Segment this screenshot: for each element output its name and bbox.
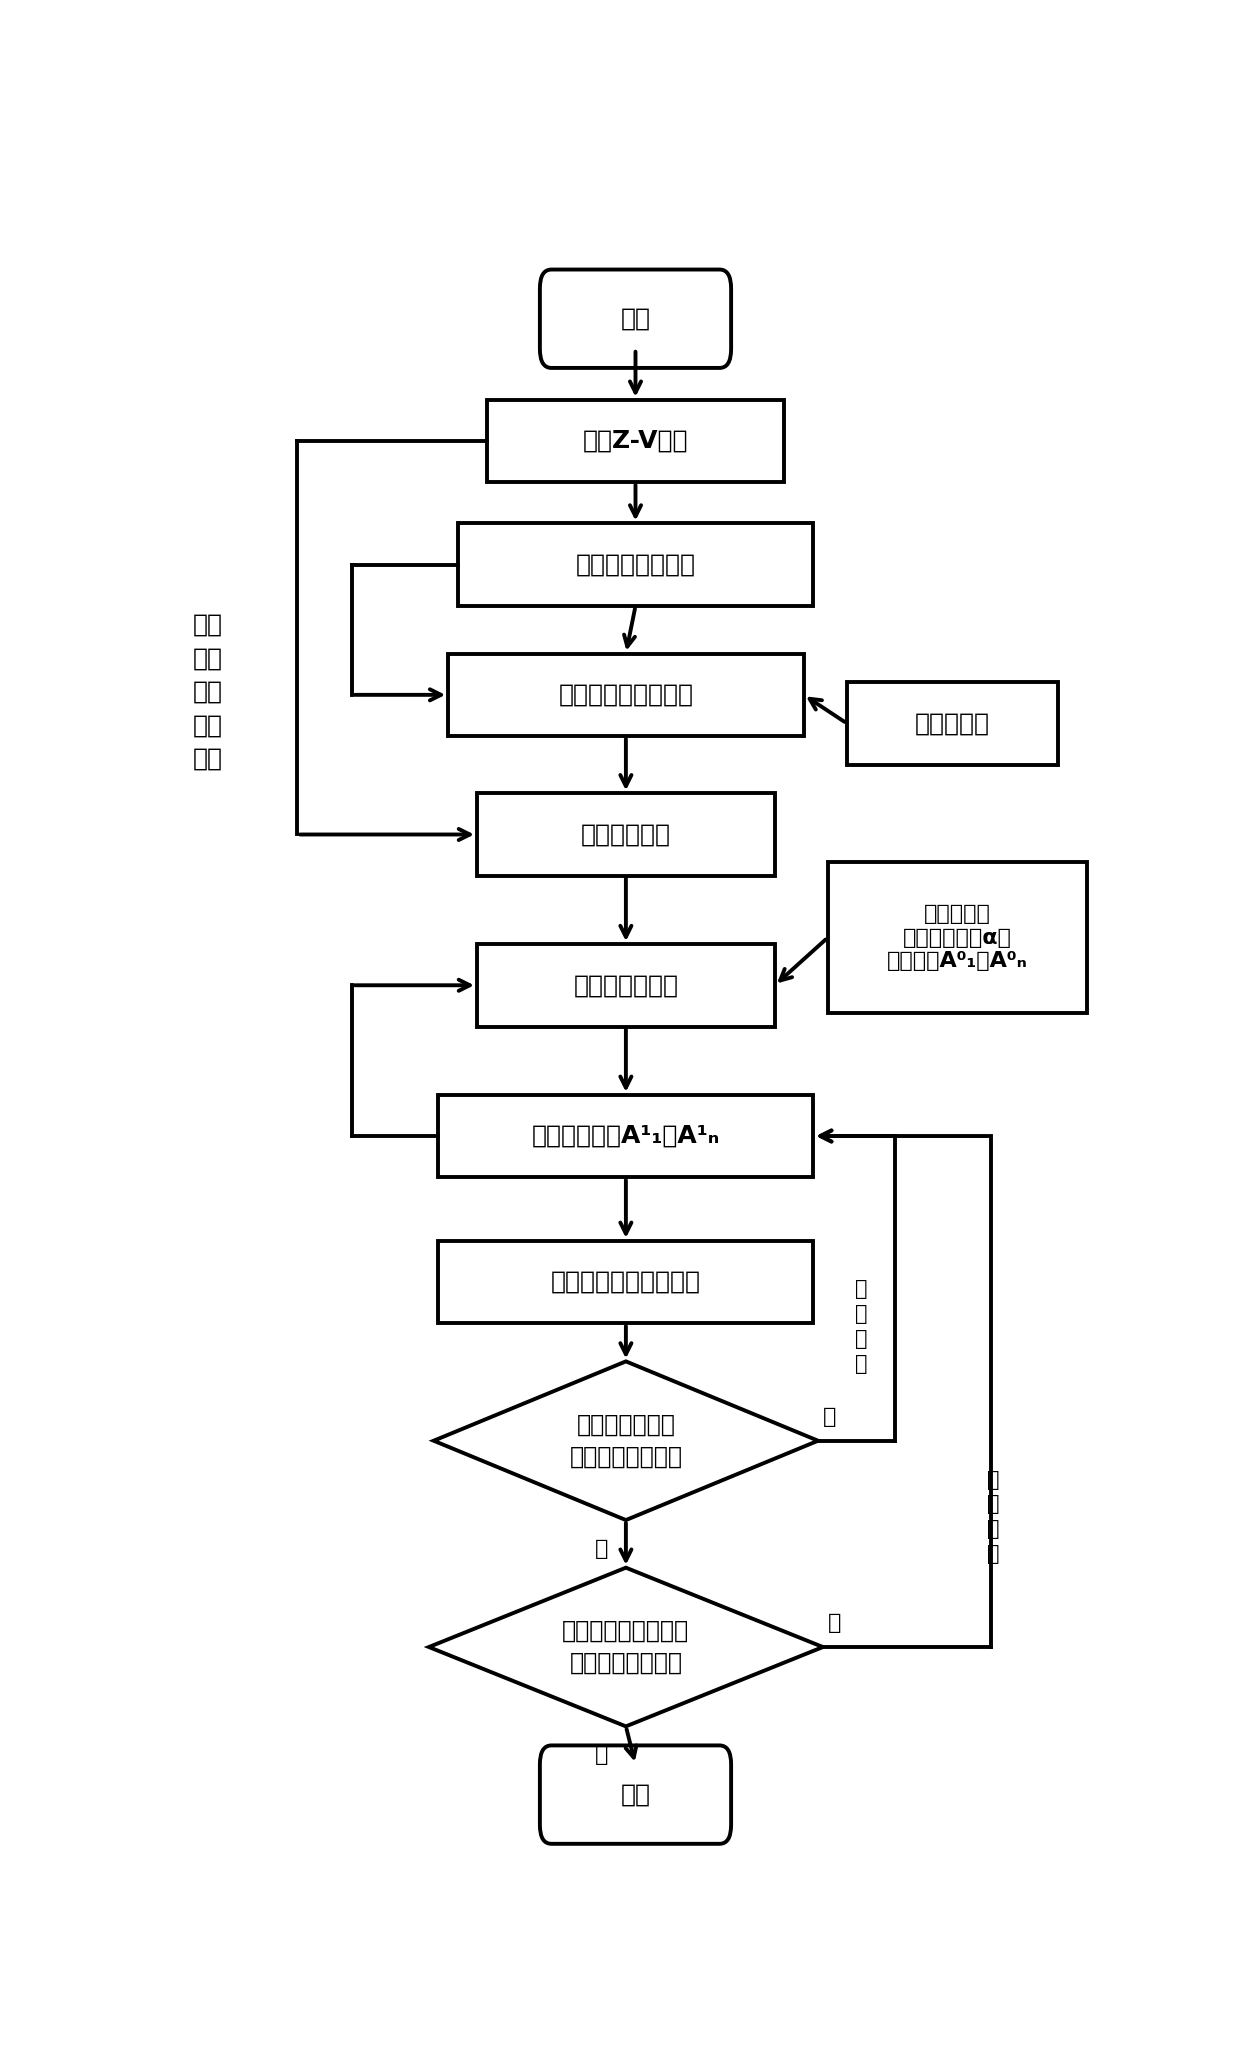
Text: 残差平方和差値
是否小于设定阈値: 残差平方和差値 是否小于设定阈値 bbox=[569, 1414, 682, 1469]
Text: 是: 是 bbox=[595, 1540, 609, 1558]
Text: 是: 是 bbox=[595, 1746, 609, 1764]
Text: 开始: 开始 bbox=[620, 307, 651, 330]
Text: 求解得到的反射信号
幅値是否均为正数: 求解得到的反射信号 幅値是否均为正数 bbox=[562, 1620, 689, 1676]
Polygon shape bbox=[429, 1568, 823, 1727]
Bar bbox=[439, 1241, 813, 1323]
FancyBboxPatch shape bbox=[539, 1746, 732, 1845]
Text: 继
续
选
代: 继 续 选 代 bbox=[856, 1280, 868, 1375]
Bar bbox=[458, 523, 813, 606]
Text: 时延
及相
关功
率数
据对: 时延 及相 关功 率数 据对 bbox=[193, 612, 223, 771]
Polygon shape bbox=[434, 1362, 818, 1521]
Bar bbox=[847, 682, 1058, 765]
Text: 反射信号幅値方程组: 反射信号幅値方程组 bbox=[558, 682, 693, 707]
Text: 继
续
选
代: 继 续 选 代 bbox=[987, 1469, 999, 1564]
Text: 否: 否 bbox=[823, 1408, 836, 1426]
Text: 仿真Z-V模型: 仿真Z-V模型 bbox=[583, 429, 688, 453]
Bar bbox=[828, 861, 1087, 1014]
Text: 残差的平方和: 残差的平方和 bbox=[580, 822, 671, 847]
Bar bbox=[477, 944, 775, 1026]
Text: 下降一步的残差平方和: 下降一步的残差平方和 bbox=[551, 1270, 701, 1294]
Text: 幅値偏导方程组: 幅値偏导方程组 bbox=[573, 973, 678, 998]
Bar bbox=[486, 400, 785, 482]
Text: 梯度下降法
给定下降步长α和
幅値初値A⁰₁到A⁰ₙ: 梯度下降法 给定下降步长α和 幅値初値A⁰₁到A⁰ₙ bbox=[887, 905, 1028, 971]
Bar bbox=[448, 653, 804, 736]
Bar bbox=[439, 1094, 813, 1177]
Text: 最小二乘法: 最小二乘法 bbox=[915, 711, 990, 736]
Text: 反射信号数学模型: 反射信号数学模型 bbox=[575, 552, 696, 577]
Text: 否: 否 bbox=[828, 1614, 841, 1632]
FancyBboxPatch shape bbox=[539, 270, 732, 369]
Text: 结束: 结束 bbox=[620, 1783, 651, 1807]
Text: 更新后的幅値A¹₁到A¹ₙ: 更新后的幅値A¹₁到A¹ₙ bbox=[532, 1123, 720, 1148]
Bar bbox=[477, 793, 775, 876]
